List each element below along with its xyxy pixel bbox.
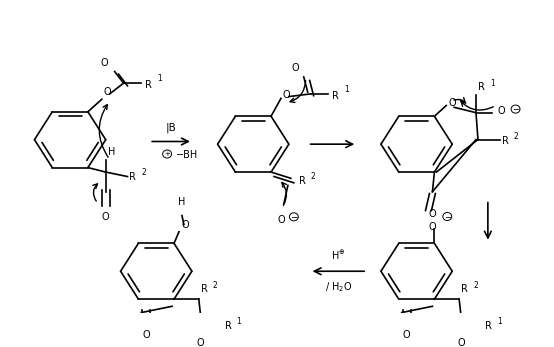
Text: −: − (444, 212, 451, 221)
Text: H$^{\oplus}$: H$^{\oplus}$ (331, 249, 346, 262)
Text: O: O (497, 106, 505, 116)
Text: R: R (201, 284, 208, 294)
Text: O: O (403, 330, 411, 340)
Text: R: R (145, 80, 152, 90)
Text: O: O (102, 212, 110, 222)
Text: O: O (429, 222, 436, 232)
Text: 1: 1 (157, 74, 162, 83)
Text: 1: 1 (497, 317, 501, 326)
Text: O: O (292, 63, 300, 73)
Text: R: R (461, 284, 468, 294)
Text: 2: 2 (473, 281, 478, 290)
Text: R: R (478, 82, 485, 92)
Text: O: O (197, 338, 204, 347)
Text: R: R (485, 321, 492, 331)
Text: −: − (512, 104, 519, 113)
Text: H: H (178, 197, 186, 207)
Text: O: O (104, 87, 111, 98)
Text: O: O (429, 209, 436, 219)
Text: R: R (502, 136, 509, 146)
Text: |B: |B (166, 122, 176, 133)
Text: R: R (130, 171, 136, 181)
Text: 1: 1 (490, 79, 495, 88)
Text: 1: 1 (237, 317, 241, 326)
Text: O: O (101, 58, 109, 68)
Text: 1: 1 (345, 85, 349, 94)
Text: 2: 2 (514, 132, 519, 141)
Text: H: H (107, 147, 115, 157)
Text: −: − (290, 212, 297, 221)
Text: R: R (224, 321, 232, 331)
Text: R: R (299, 176, 306, 186)
Text: O: O (182, 220, 189, 230)
Text: 2: 2 (311, 172, 315, 181)
Text: O: O (448, 98, 456, 108)
Text: / H$_2$O: / H$_2$O (325, 280, 352, 294)
Text: O: O (277, 215, 285, 225)
Text: R: R (332, 91, 339, 101)
Text: 2: 2 (141, 168, 146, 177)
Text: +: + (164, 151, 170, 157)
Text: 2: 2 (213, 281, 217, 290)
Text: O: O (142, 330, 150, 340)
Text: O: O (283, 90, 290, 100)
Text: O: O (457, 338, 465, 347)
Text: −BH: −BH (176, 150, 198, 160)
